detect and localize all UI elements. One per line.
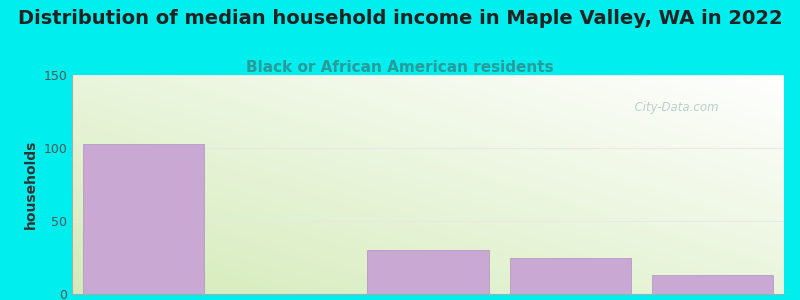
Text: Distribution of median household income in Maple Valley, WA in 2022: Distribution of median household income …	[18, 9, 782, 28]
Text: City-Data.com: City-Data.com	[627, 101, 719, 114]
Bar	[510, 257, 631, 294]
Y-axis label: households: households	[24, 140, 38, 229]
Bar	[652, 275, 774, 294]
Bar	[82, 144, 204, 294]
Text: Black or African American residents: Black or African American residents	[246, 60, 554, 75]
Bar	[367, 250, 489, 294]
